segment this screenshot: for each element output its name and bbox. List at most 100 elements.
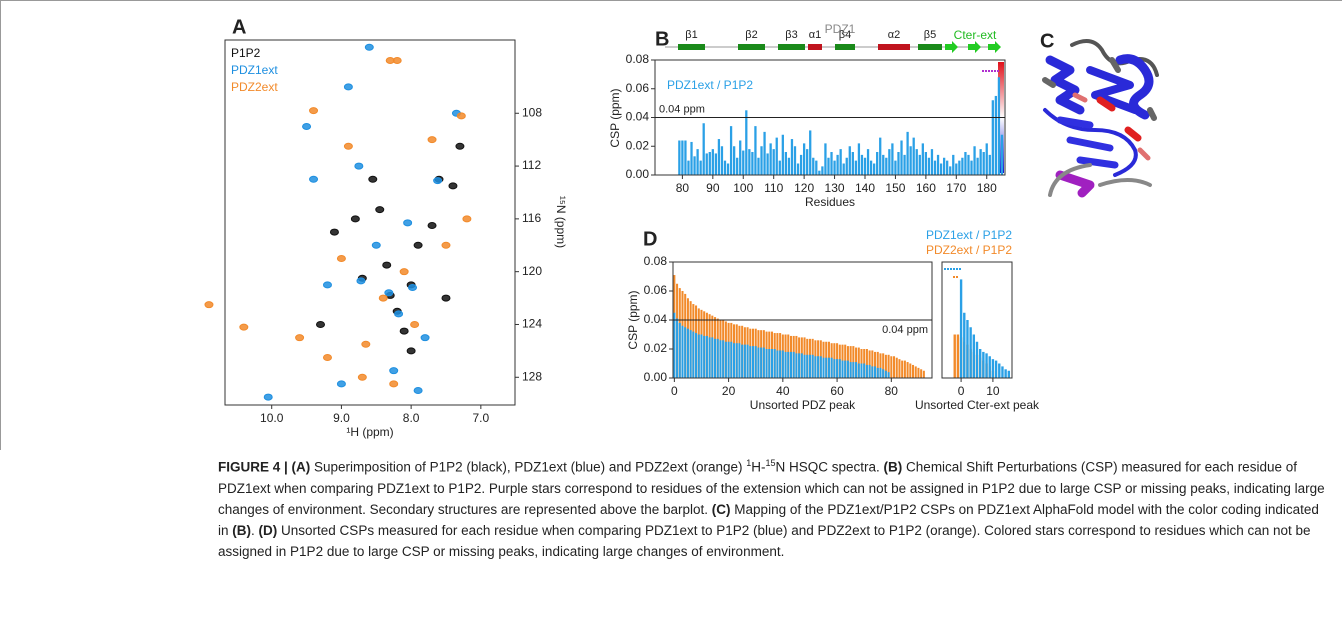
peak [389, 367, 399, 375]
bar [882, 154, 885, 175]
peak [378, 294, 388, 302]
caption-text: N HSQC spectra. [775, 459, 884, 475]
bar [879, 367, 882, 378]
panel-label: A [232, 16, 246, 38]
bar [909, 146, 912, 175]
bar [953, 334, 956, 378]
bar [985, 353, 988, 378]
structure-element [738, 44, 765, 50]
caption-text: (C) [711, 501, 731, 517]
y-tick-label: 0.00 [626, 167, 650, 181]
bar [809, 130, 812, 175]
bar [855, 362, 858, 378]
x-tick-label: 10 [986, 384, 1000, 398]
peak [316, 320, 326, 328]
structure-label: α1 [809, 29, 821, 41]
caption-text: 15 [765, 458, 776, 468]
y-tick-label: 0.08 [644, 254, 668, 268]
bar [775, 137, 778, 175]
bar [790, 139, 794, 175]
bar [876, 351, 879, 378]
bar [684, 140, 687, 175]
peak [239, 323, 249, 331]
peak [441, 241, 451, 249]
bar [726, 163, 730, 175]
bar [830, 152, 833, 175]
peak [356, 277, 366, 285]
x-tick-label: 90 [706, 181, 720, 195]
bar [708, 337, 711, 378]
bar [757, 157, 760, 175]
protein-structure [1042, 39, 1159, 198]
panel-label: B [655, 28, 669, 50]
bar [825, 357, 828, 378]
bar [1001, 366, 1004, 378]
bar [955, 163, 958, 175]
bar [697, 334, 700, 378]
bar [970, 160, 973, 175]
bar [681, 140, 684, 175]
x-tick-label: 130 [825, 181, 845, 195]
peak [322, 353, 332, 361]
bar [917, 367, 920, 378]
bar [773, 349, 776, 378]
bar [846, 360, 849, 378]
caption-text: (B) [232, 522, 252, 538]
peak [427, 221, 437, 229]
bar [890, 356, 893, 378]
peak [394, 310, 404, 318]
bar [708, 152, 711, 175]
peak [357, 373, 367, 381]
bar [711, 149, 714, 175]
bar [703, 335, 706, 378]
bar [946, 160, 949, 175]
bar [871, 366, 874, 378]
peak [456, 112, 466, 120]
bar [979, 149, 982, 175]
bar [871, 350, 874, 378]
y-tick-label: 112 [522, 158, 541, 172]
peak [375, 206, 385, 214]
x-tick-label: 80 [676, 181, 690, 195]
bar [909, 363, 912, 378]
bar [961, 157, 964, 175]
bar [749, 346, 752, 378]
figure: C A 10.0 9.0 8.0 7.0 108 112 116 120 124 128 ¹H (pp… [0, 0, 1342, 450]
bar [1004, 369, 1007, 378]
peak [413, 241, 423, 249]
bar [692, 331, 695, 378]
bar [673, 312, 676, 378]
bar [762, 347, 765, 378]
stars [982, 70, 999, 72]
bar [754, 346, 757, 378]
bar [949, 166, 952, 175]
bar [849, 362, 852, 378]
bar [719, 340, 722, 378]
peak [350, 215, 360, 223]
bar [857, 143, 861, 175]
bar [733, 343, 736, 378]
caption-text: H- [751, 459, 766, 475]
bar [967, 154, 970, 175]
bar [833, 359, 836, 378]
bar [918, 154, 921, 175]
y-tick-label: 0.06 [626, 81, 650, 95]
bar [787, 351, 790, 378]
bar [966, 320, 969, 378]
bar [860, 363, 863, 378]
structure-element [678, 44, 705, 50]
bar [695, 333, 698, 378]
bar [678, 140, 681, 175]
y-tick-label: 120 [522, 264, 542, 278]
bar [963, 312, 966, 378]
panel-label: C [1040, 30, 1054, 52]
structure-arrow [945, 41, 958, 53]
legend-entry: PDZ1ext [231, 63, 278, 77]
bar [827, 357, 830, 378]
structure-label: β4 [839, 29, 851, 41]
caption-text: 1 [746, 458, 752, 468]
bar [897, 152, 900, 175]
reference-label: 0.04 ppm [882, 324, 928, 336]
bar [991, 359, 995, 378]
bar [924, 152, 928, 175]
